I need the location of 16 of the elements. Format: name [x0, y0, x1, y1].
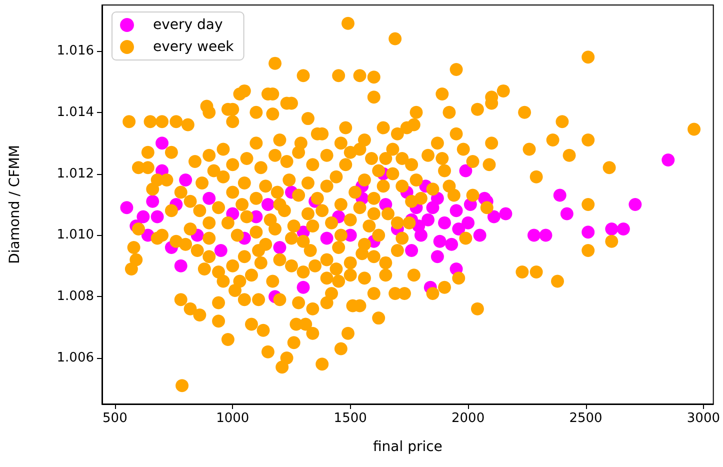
y-tick-label: 1.006 — [56, 350, 94, 366]
x-tick-label: 2000 — [452, 411, 485, 426]
x-tick-label: 1000 — [216, 411, 250, 426]
x-tick-label: 1500 — [334, 411, 367, 426]
x-axis-title: final price — [372, 439, 442, 455]
legend-label: every week — [153, 39, 235, 55]
y-tick-label: 1.014 — [56, 104, 94, 120]
x-tick-label: 2500 — [569, 411, 602, 426]
x-tick-label: 500 — [102, 411, 128, 426]
y-axis-title: Diamond / CFMM — [7, 145, 23, 264]
y-tick-label: 1.012 — [56, 166, 94, 182]
y-tick-label: 1.016 — [56, 44, 94, 59]
y-tick-label: 1.008 — [56, 289, 94, 304]
y-tick-label: 1.010 — [56, 228, 94, 243]
legend-label: every day — [153, 17, 223, 33]
x-tick-label: 3000 — [686, 411, 720, 426]
